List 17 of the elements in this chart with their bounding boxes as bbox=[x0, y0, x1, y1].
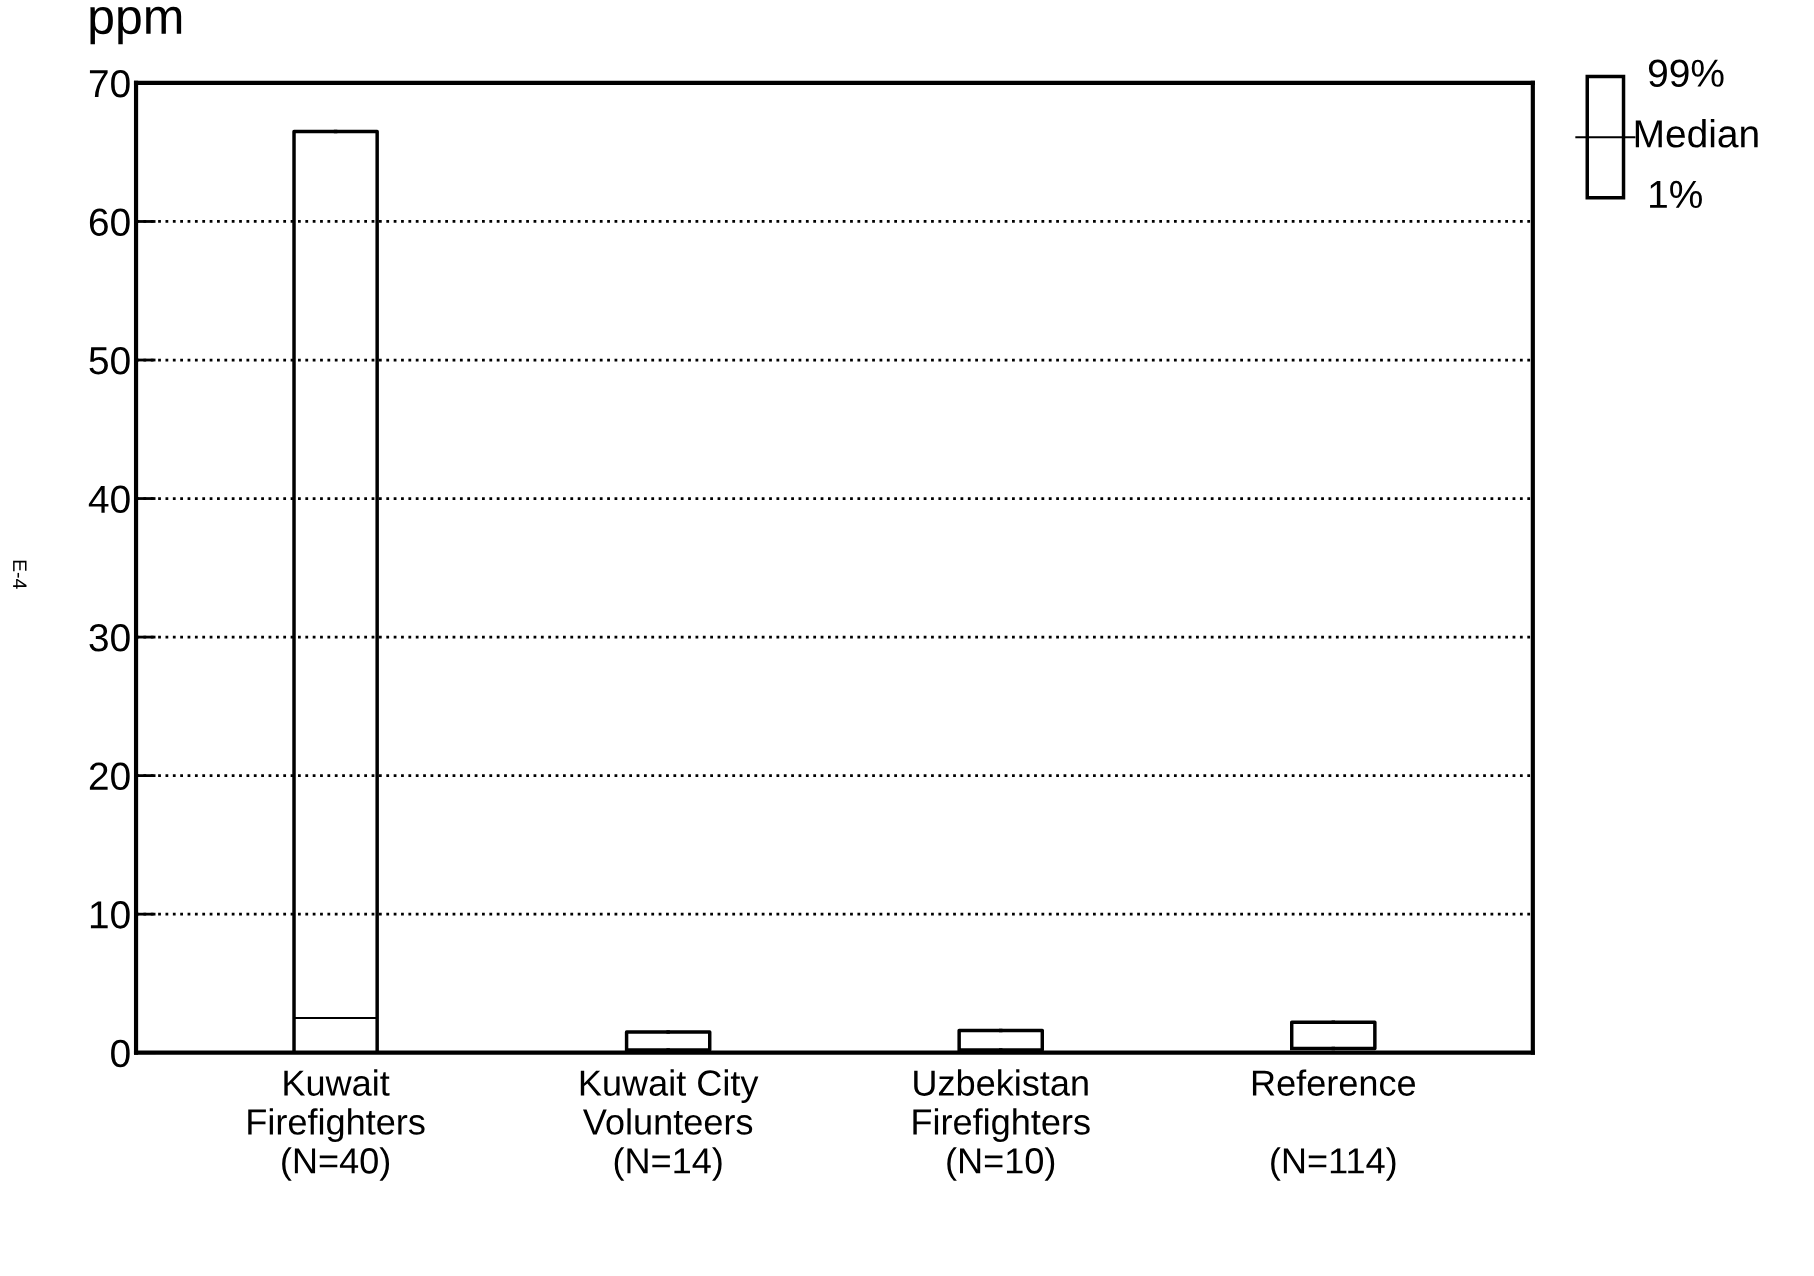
y-tick-label: 30 bbox=[89, 624, 130, 652]
y-tick-label: 70 bbox=[89, 69, 130, 98]
y-tick-label: 40 bbox=[88, 485, 130, 514]
text: Median bbox=[1635, 119, 1758, 148]
x-tick-label: Kuwait City Volunteers (N=14) bbox=[580, 1069, 759, 1181]
y-tick-label: 60 bbox=[89, 208, 130, 236]
y-tick-label: 0 bbox=[111, 1039, 130, 1068]
text: 1% bbox=[1650, 180, 1702, 209]
category-label: Reference (N=114) bbox=[1252, 1069, 1415, 1181]
x-tick-label: Uzbekistan Firefighters (N=10) bbox=[913, 1069, 1090, 1181]
text: E-4 bbox=[13, 560, 27, 589]
y-tick-label: 50 bbox=[89, 346, 130, 375]
y-tick-label: 20 bbox=[89, 762, 130, 791]
x-tick-label: Kuwait Firefighters (N=40) bbox=[248, 1069, 425, 1181]
y-tick-label: 10 bbox=[90, 901, 130, 929]
y-axis-title: ppm bbox=[90, 6, 182, 45]
text: 99% bbox=[1648, 59, 1724, 87]
